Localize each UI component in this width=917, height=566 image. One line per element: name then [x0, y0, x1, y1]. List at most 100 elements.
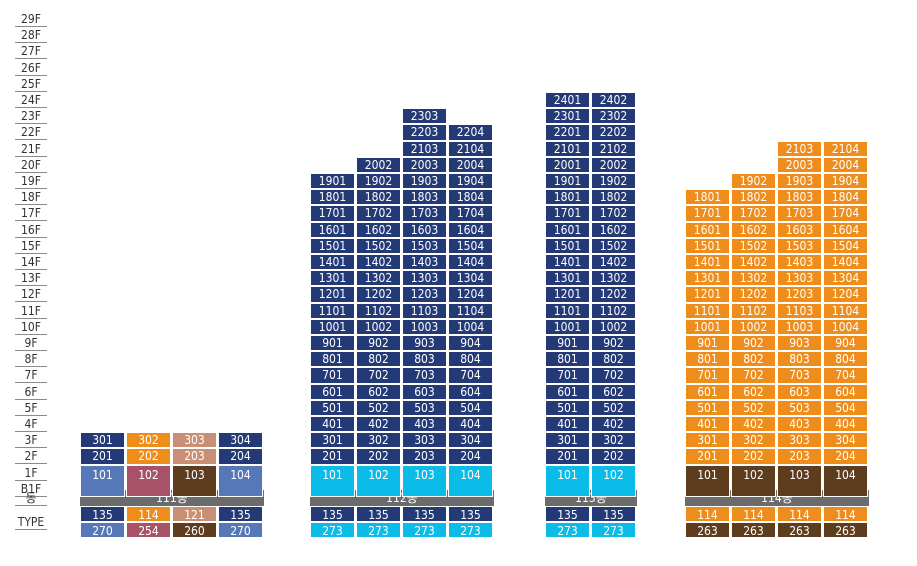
type-cell: 121	[172, 506, 217, 522]
unit-cell: 1201	[685, 286, 730, 303]
unit-cell: 1502	[356, 237, 401, 254]
type-cell: 135	[591, 506, 636, 522]
unit-cell: 1703	[777, 205, 822, 222]
unit-cell: 1102	[731, 302, 776, 319]
type-cell: 135	[80, 506, 125, 522]
unit-cell: 503	[402, 399, 447, 416]
floor-label: 22F	[15, 124, 47, 141]
unit-cell: 202	[591, 448, 636, 465]
unit-cell: 101	[80, 464, 125, 497]
type-cell: 273	[545, 522, 590, 538]
unit-cell: 804	[448, 351, 493, 368]
unit-cell: 1901	[545, 173, 590, 190]
unit-cell: 903	[777, 335, 822, 352]
unit-cell: 1202	[591, 286, 636, 303]
unit-cell: 1204	[823, 286, 868, 303]
floor-label: 24F	[15, 92, 47, 108]
floor-label: 28F	[15, 27, 47, 44]
floor-label: 13F	[15, 270, 47, 287]
floor-label: 19F	[15, 173, 47, 189]
unit-cell: 101	[545, 464, 590, 497]
unit-cell: 2201	[545, 124, 590, 141]
unit-cell: 2401	[545, 92, 590, 109]
type-cell: 135	[310, 506, 355, 522]
unit-cell: 1203	[777, 286, 822, 303]
unit-cell: 203	[402, 448, 447, 465]
unit-cell: 1403	[777, 254, 822, 271]
type-cell: 114	[823, 506, 868, 522]
unit-cell: 501	[685, 399, 730, 416]
unit-cell: 301	[545, 432, 590, 449]
unit-cell: 1002	[591, 318, 636, 335]
unit-cell: 101	[685, 464, 730, 497]
unit-cell: 304	[218, 432, 263, 449]
unit-cell: 604	[448, 383, 493, 400]
unit-cell: 202	[731, 448, 776, 465]
unit-cell: 801	[310, 351, 355, 368]
unit-cell: 1102	[356, 302, 401, 319]
unit-cell: 1801	[685, 189, 730, 206]
unit-cell: 1803	[402, 189, 447, 206]
unit-cell: 1704	[448, 205, 493, 222]
floor-label: 18F	[15, 189, 47, 206]
unit-cell: 2001	[545, 156, 590, 173]
unit-cell: 102	[356, 464, 401, 497]
unit-cell: 1402	[731, 254, 776, 271]
unit-cell: 201	[310, 448, 355, 465]
unit-cell: 704	[823, 367, 868, 384]
floor-label: 11F	[15, 303, 47, 319]
unit-cell: 1502	[591, 237, 636, 254]
unit-cell: 1401	[545, 254, 590, 271]
unit-cell: 802	[591, 351, 636, 368]
type-cell: 273	[448, 522, 493, 538]
unit-cell: 1701	[310, 205, 355, 222]
unit-cell: 401	[310, 416, 355, 433]
unit-cell: 2004	[448, 156, 493, 173]
floor-label: 6F	[15, 384, 47, 400]
unit-cell: 401	[545, 416, 590, 433]
unit-cell: 1703	[402, 205, 447, 222]
unit-cell: 1004	[823, 318, 868, 335]
unit-cell: 1404	[823, 254, 868, 271]
unit-cell: 902	[731, 335, 776, 352]
unit-cell: 1501	[545, 237, 590, 254]
unit-cell: 603	[777, 383, 822, 400]
unit-cell: 604	[823, 383, 868, 400]
unit-cell: 103	[402, 464, 447, 497]
unit-cell: 2101	[545, 140, 590, 157]
type-cell: 135	[448, 506, 493, 522]
unit-cell: 1103	[402, 302, 447, 319]
unit-cell: 1702	[356, 205, 401, 222]
type-cell: 135	[545, 506, 590, 522]
unit-cell: 402	[591, 416, 636, 433]
unit-cell: 1401	[685, 254, 730, 271]
unit-cell: 804	[823, 351, 868, 368]
unit-cell: 502	[356, 399, 401, 416]
unit-cell: 1102	[591, 302, 636, 319]
floor-label: 15F	[15, 238, 47, 254]
unit-cell: 903	[402, 335, 447, 352]
floor-label: 8F	[15, 351, 47, 368]
unit-cell: 1504	[823, 237, 868, 254]
unit-cell: 802	[356, 351, 401, 368]
unit-cell: 2003	[402, 156, 447, 173]
unit-cell: 2302	[591, 108, 636, 125]
unit-cell: 203	[172, 448, 217, 465]
unit-cell: 1902	[356, 173, 401, 190]
unit-cell: 402	[731, 416, 776, 433]
unit-cell: 201	[80, 448, 125, 465]
type-cell: 114	[777, 506, 822, 522]
unit-cell: 1502	[731, 237, 776, 254]
floor-label: 1F	[15, 465, 47, 481]
unit-cell: 1301	[545, 270, 590, 287]
unit-cell: 104	[218, 464, 263, 497]
unit-cell: 1001	[545, 318, 590, 335]
unit-cell: 2004	[823, 156, 868, 173]
type-cell: 273	[591, 522, 636, 538]
unit-cell: 502	[731, 399, 776, 416]
unit-cell: 101	[310, 464, 355, 497]
floor-label: 9F	[15, 335, 47, 351]
floor-label: 26F	[15, 60, 47, 76]
unit-cell: 1104	[448, 302, 493, 319]
